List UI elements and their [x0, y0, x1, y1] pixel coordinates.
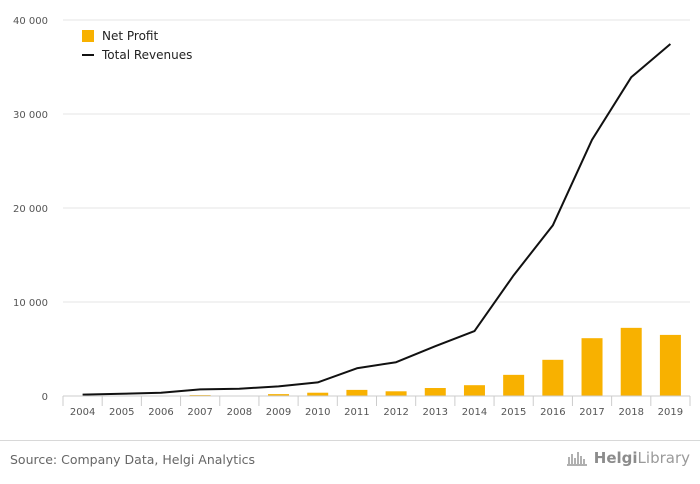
- net-profit-bar: [463, 385, 485, 396]
- source-note: Source: Company Data, Helgi Analytics: [10, 452, 256, 467]
- net-profit-bar: [659, 334, 681, 396]
- x-tick-label: 2004: [70, 407, 95, 418]
- chart-svg: 2004 2005 2006 2007 2008 2009 2010 2011 2012 2013…: [13, 16, 691, 418]
- x-tick-label: 2009: [266, 407, 291, 418]
- net-profit-bar: [542, 359, 564, 396]
- y-tick-label: 20 000: [13, 204, 48, 215]
- net-profit-bars: [72, 327, 681, 397]
- net-profit-bar: [581, 338, 603, 396]
- x-tick-label: 2007: [187, 407, 212, 418]
- x-tick-label: 2008: [227, 407, 252, 418]
- net-profit-bar: [503, 374, 525, 396]
- x-tick-label: 2019: [658, 407, 683, 418]
- x-tick-label: 2011: [344, 407, 369, 418]
- y-tick-label: 0: [42, 392, 48, 403]
- x-tick-label: 2010: [305, 407, 330, 418]
- x-axis: 2004 2005 2006 2007 2008 2009 2010 2011 2012 2013…: [62, 395, 691, 418]
- x-tick-label: 2013: [423, 407, 448, 418]
- x-tick-label: 2017: [579, 407, 604, 418]
- brand-name: HelgiLibrary: [594, 449, 690, 467]
- brand-name-suffix: Library: [637, 449, 690, 467]
- gridlines: [63, 19, 690, 303]
- x-tick-label: 2005: [109, 407, 134, 418]
- x-tick-label: 2006: [148, 407, 173, 418]
- y-tick-label: 10 000: [13, 298, 48, 309]
- total-revenues-line-group: [82, 43, 672, 396]
- y-tick-label: 30 000: [13, 110, 48, 121]
- net-profit-bar: [346, 389, 368, 396]
- y-tick-label: 40 000: [13, 16, 48, 27]
- net-profit-bar: [268, 394, 290, 396]
- x-tick-label: 2012: [383, 407, 408, 418]
- x-tick-label: 2018: [618, 407, 643, 418]
- legend-label-net-profit: Net Profit: [102, 29, 158, 43]
- legend: Net Profit Total Revenues: [82, 29, 192, 62]
- y-axis: 0 10 000 20 000 30 000 40 000: [13, 16, 48, 403]
- legend-swatch-net-profit: [82, 30, 94, 42]
- legend-label-total-revenues: Total Revenues: [101, 48, 192, 62]
- net-profit-bar: [620, 327, 642, 396]
- helgi-library-logo-icon: [566, 452, 587, 466]
- brand-name-prefix: Helgi: [593, 449, 638, 467]
- x-tick-label: 2016: [540, 407, 565, 418]
- x-tick-label: 2014: [462, 407, 487, 418]
- footer: Source: Company Data, Helgi Analytics He…: [0, 440, 700, 484]
- total-revenues-line: [82, 43, 672, 396]
- brand-logo: HelgiLibrary: [566, 449, 690, 467]
- x-tick-label: 2015: [501, 407, 526, 418]
- net-profit-bar: [385, 391, 407, 396]
- net-profit-bar: [307, 392, 329, 396]
- net-profit-bar: [424, 388, 446, 396]
